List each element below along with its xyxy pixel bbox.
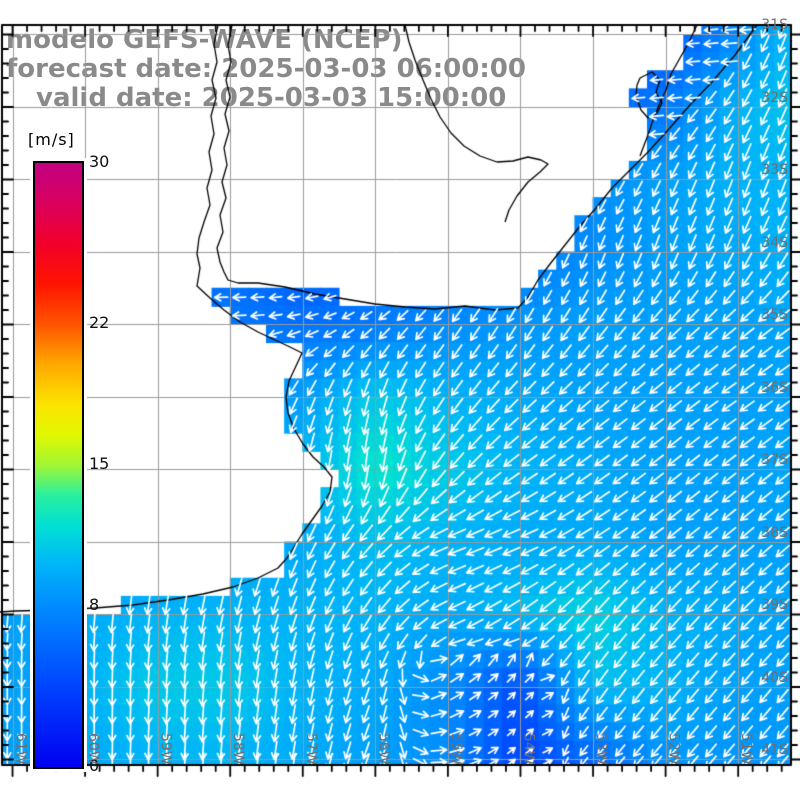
lat-axis-label: 36S	[761, 379, 788, 396]
lat-axis-label: 31S	[761, 17, 788, 34]
lon-axis-label: 59W	[157, 733, 174, 765]
lon-axis-label: 54W	[520, 733, 537, 765]
colorbar-unit-label: [m/s]	[28, 130, 75, 149]
lon-axis-label: 60W	[85, 733, 102, 765]
lat-axis-label: 33S	[761, 162, 788, 179]
colorbar-tick-label: 8	[89, 594, 100, 614]
lon-axis-label: 57W	[302, 733, 319, 765]
lon-axis-label: 52W	[665, 733, 682, 765]
lat-axis-label: 40S	[761, 669, 788, 686]
colorbar	[33, 161, 84, 769]
lon-axis-label: 53W	[593, 733, 610, 765]
lon-axis-label: 51W	[738, 733, 755, 765]
lat-axis-label: 34S	[761, 234, 788, 251]
lon-axis-label: 58W	[230, 733, 247, 765]
lon-axis-label: 56W	[375, 733, 392, 765]
lat-axis-label: 32S	[761, 89, 788, 106]
lon-axis-label: 61W	[12, 733, 29, 765]
lon-axis-label: 55W	[447, 733, 464, 765]
colorbar-tick-label: 0	[89, 756, 100, 775]
lat-axis-label: 37S	[761, 452, 788, 469]
lat-axis-label: 41S	[761, 742, 788, 759]
colorbar-tick-label: 30	[89, 152, 110, 171]
lat-axis-label: 39S	[761, 597, 788, 614]
colorbar-tick-label: 22	[89, 313, 110, 333]
colorbar-tick-label: 15	[89, 454, 110, 473]
lat-axis-label: 35S	[761, 307, 788, 324]
lat-axis-label: 38S	[761, 524, 788, 541]
